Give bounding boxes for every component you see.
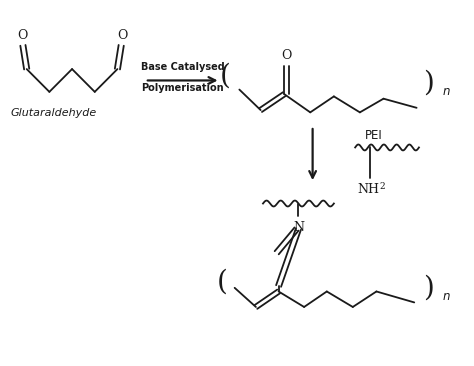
Text: Glutaraldehyde: Glutaraldehyde <box>10 108 96 118</box>
Text: n: n <box>443 291 450 303</box>
Text: PEI: PEI <box>365 128 383 142</box>
Text: Base Catalysed: Base Catalysed <box>141 62 225 72</box>
Text: (: ( <box>220 62 231 89</box>
Text: ): ) <box>423 274 434 301</box>
Text: ): ) <box>423 69 434 96</box>
Text: Polymerisation: Polymerisation <box>141 83 224 93</box>
Text: 2: 2 <box>379 182 385 191</box>
Text: O: O <box>117 29 128 42</box>
Text: O: O <box>17 29 27 42</box>
Text: O: O <box>282 49 292 62</box>
Text: N: N <box>293 221 304 234</box>
Text: NH: NH <box>357 183 379 196</box>
Text: n: n <box>443 85 450 98</box>
Text: (: ( <box>217 269 228 296</box>
